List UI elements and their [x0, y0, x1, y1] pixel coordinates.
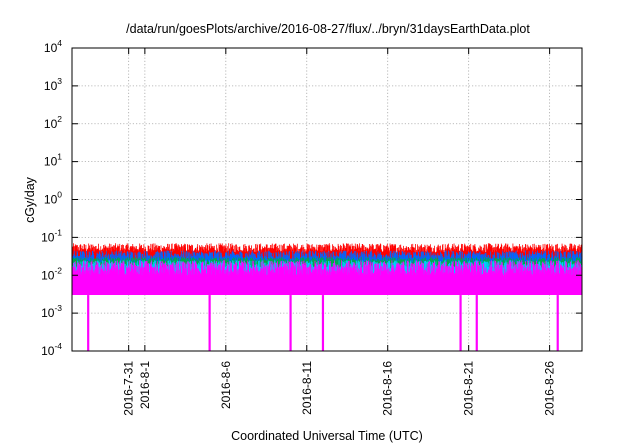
y-tick-exponent: 1	[57, 152, 62, 162]
y-tick-label: 100	[44, 190, 62, 207]
plot-frame	[71, 47, 583, 352]
x-axis-label: Coordinated Universal Time (UTC)	[231, 429, 423, 443]
grid	[72, 48, 582, 351]
y-tick-label: 101	[44, 152, 62, 169]
y-axis-label: cGy/day	[23, 176, 37, 223]
y-tick-exponent: 3	[57, 76, 62, 86]
x-tick-label: 2016-8-1	[138, 361, 152, 409]
axes: 10-410-310-210-11001011021031042016-7-31…	[41, 38, 582, 416]
y-tick-base: 10	[44, 117, 58, 131]
y-tick-label: 10-4	[41, 341, 62, 358]
y-tick-label: 10-2	[41, 265, 62, 282]
y-tick-base: 10	[41, 344, 55, 358]
x-tick-label: 2016-8-6	[219, 361, 233, 409]
y-tick-base: 10	[44, 155, 58, 169]
y-tick-label: 103	[44, 76, 62, 93]
x-tick-label: 2016-8-11	[300, 361, 314, 415]
y-tick-exponent: 2	[57, 114, 62, 124]
y-tick-label: 10-3	[41, 303, 62, 320]
y-tick-exponent: -2	[54, 265, 62, 275]
y-tick-base: 10	[44, 193, 58, 207]
y-tick-exponent: -3	[54, 303, 62, 313]
y-tick-exponent: -4	[54, 341, 62, 351]
data-area	[71, 243, 583, 351]
y-tick-base: 10	[44, 41, 58, 55]
y-tick-label: 102	[44, 114, 62, 131]
y-tick-base: 10	[41, 230, 55, 244]
y-tick-base: 10	[41, 306, 55, 320]
y-tick-exponent: 0	[57, 190, 62, 200]
y-tick-base: 10	[44, 79, 58, 93]
chart-title: /data/run/goesPlots/archive/2016-08-27/f…	[126, 22, 530, 36]
x-tick-label: 2016-7-31	[122, 361, 136, 416]
x-tick-label: 2016-8-26	[543, 361, 557, 416]
y-tick-label: 10-1	[41, 227, 62, 244]
y-tick-exponent: -1	[54, 227, 62, 237]
y-tick-label: 104	[44, 38, 62, 55]
y-tick-exponent: 4	[57, 38, 62, 48]
x-tick-label: 2016-8-21	[462, 361, 476, 416]
x-tick-label: 2016-8-16	[381, 361, 395, 416]
y-tick-base: 10	[41, 268, 55, 282]
